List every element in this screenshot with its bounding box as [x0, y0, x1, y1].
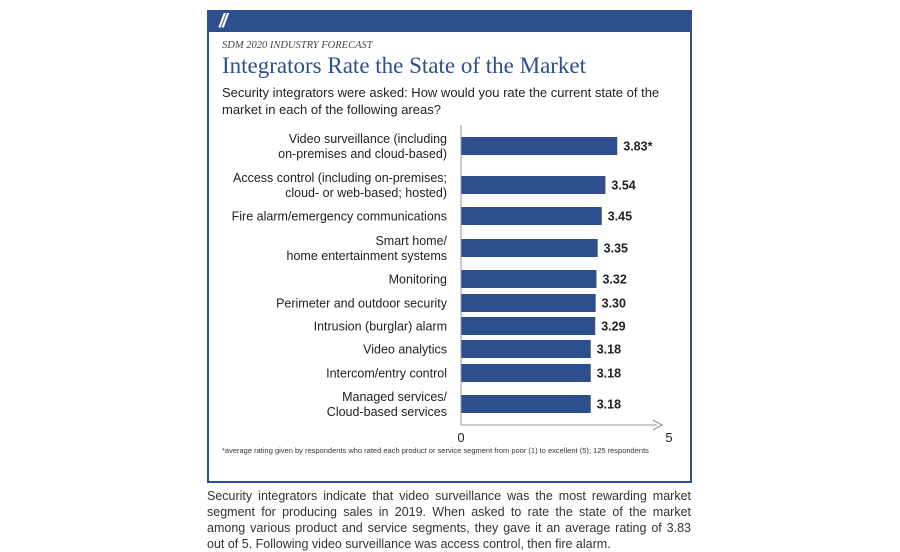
chart-subtitle: Security integrators were asked: How wou…	[222, 85, 660, 117]
bar	[461, 317, 596, 335]
bar	[461, 239, 598, 257]
value-label: 3.45	[608, 210, 632, 224]
bar	[461, 294, 596, 312]
category-label: Managed services/Cloud-based services	[327, 390, 448, 419]
category-label: Monitoring	[389, 273, 447, 287]
category-label: Intrusion (burglar) alarm	[314, 320, 447, 334]
bar	[461, 207, 602, 225]
category-label: Intercom/entry control	[326, 367, 447, 381]
value-label: 3.54	[611, 179, 635, 193]
value-label: 3.18	[597, 367, 621, 381]
value-label: 3.18	[597, 343, 621, 357]
category-label: Fire alarm/emergency communications	[232, 210, 447, 224]
bar	[461, 176, 606, 194]
chart-title: Integrators Rate the State of the Market	[222, 53, 587, 78]
bar-chart: Video surveillance (including on-premises…	[232, 125, 673, 445]
value-label: 3.30	[602, 297, 626, 311]
value-label: 3.29	[601, 320, 625, 334]
double-slash-icon: //	[219, 11, 227, 32]
bar	[461, 270, 597, 288]
category-label: Video surveillance (including on-premises…	[278, 132, 447, 161]
bar	[461, 137, 618, 155]
bar	[461, 364, 591, 382]
x-tick-label: 5	[665, 430, 672, 445]
value-label: 3.83*	[623, 140, 652, 154]
card-header-bar: //	[209, 12, 690, 32]
value-label: 3.35	[604, 242, 628, 256]
x-axis-arrow-icon	[652, 419, 664, 431]
category-label: Perimeter and outdoor security	[276, 297, 448, 311]
bar	[461, 340, 591, 358]
bar	[461, 395, 591, 413]
x-tick-label: 0	[457, 430, 464, 445]
category-label: Smart home/home entertainment systems	[287, 234, 448, 263]
category-label: Access control (including on-premises; cl…	[233, 171, 447, 200]
category-label: Video analytics	[363, 343, 447, 357]
value-label: 3.32	[602, 273, 626, 287]
value-label: 3.18	[597, 398, 621, 412]
chart-card: // SDM 2020 INDUSTRY FORECAST Integrator…	[207, 10, 692, 483]
article-caption: Security integrators indicate that video…	[207, 489, 691, 551]
chart-footnote: *average rating given by respondents who…	[222, 446, 649, 455]
kicker-label: SDM 2020 INDUSTRY FORECAST	[222, 40, 373, 51]
